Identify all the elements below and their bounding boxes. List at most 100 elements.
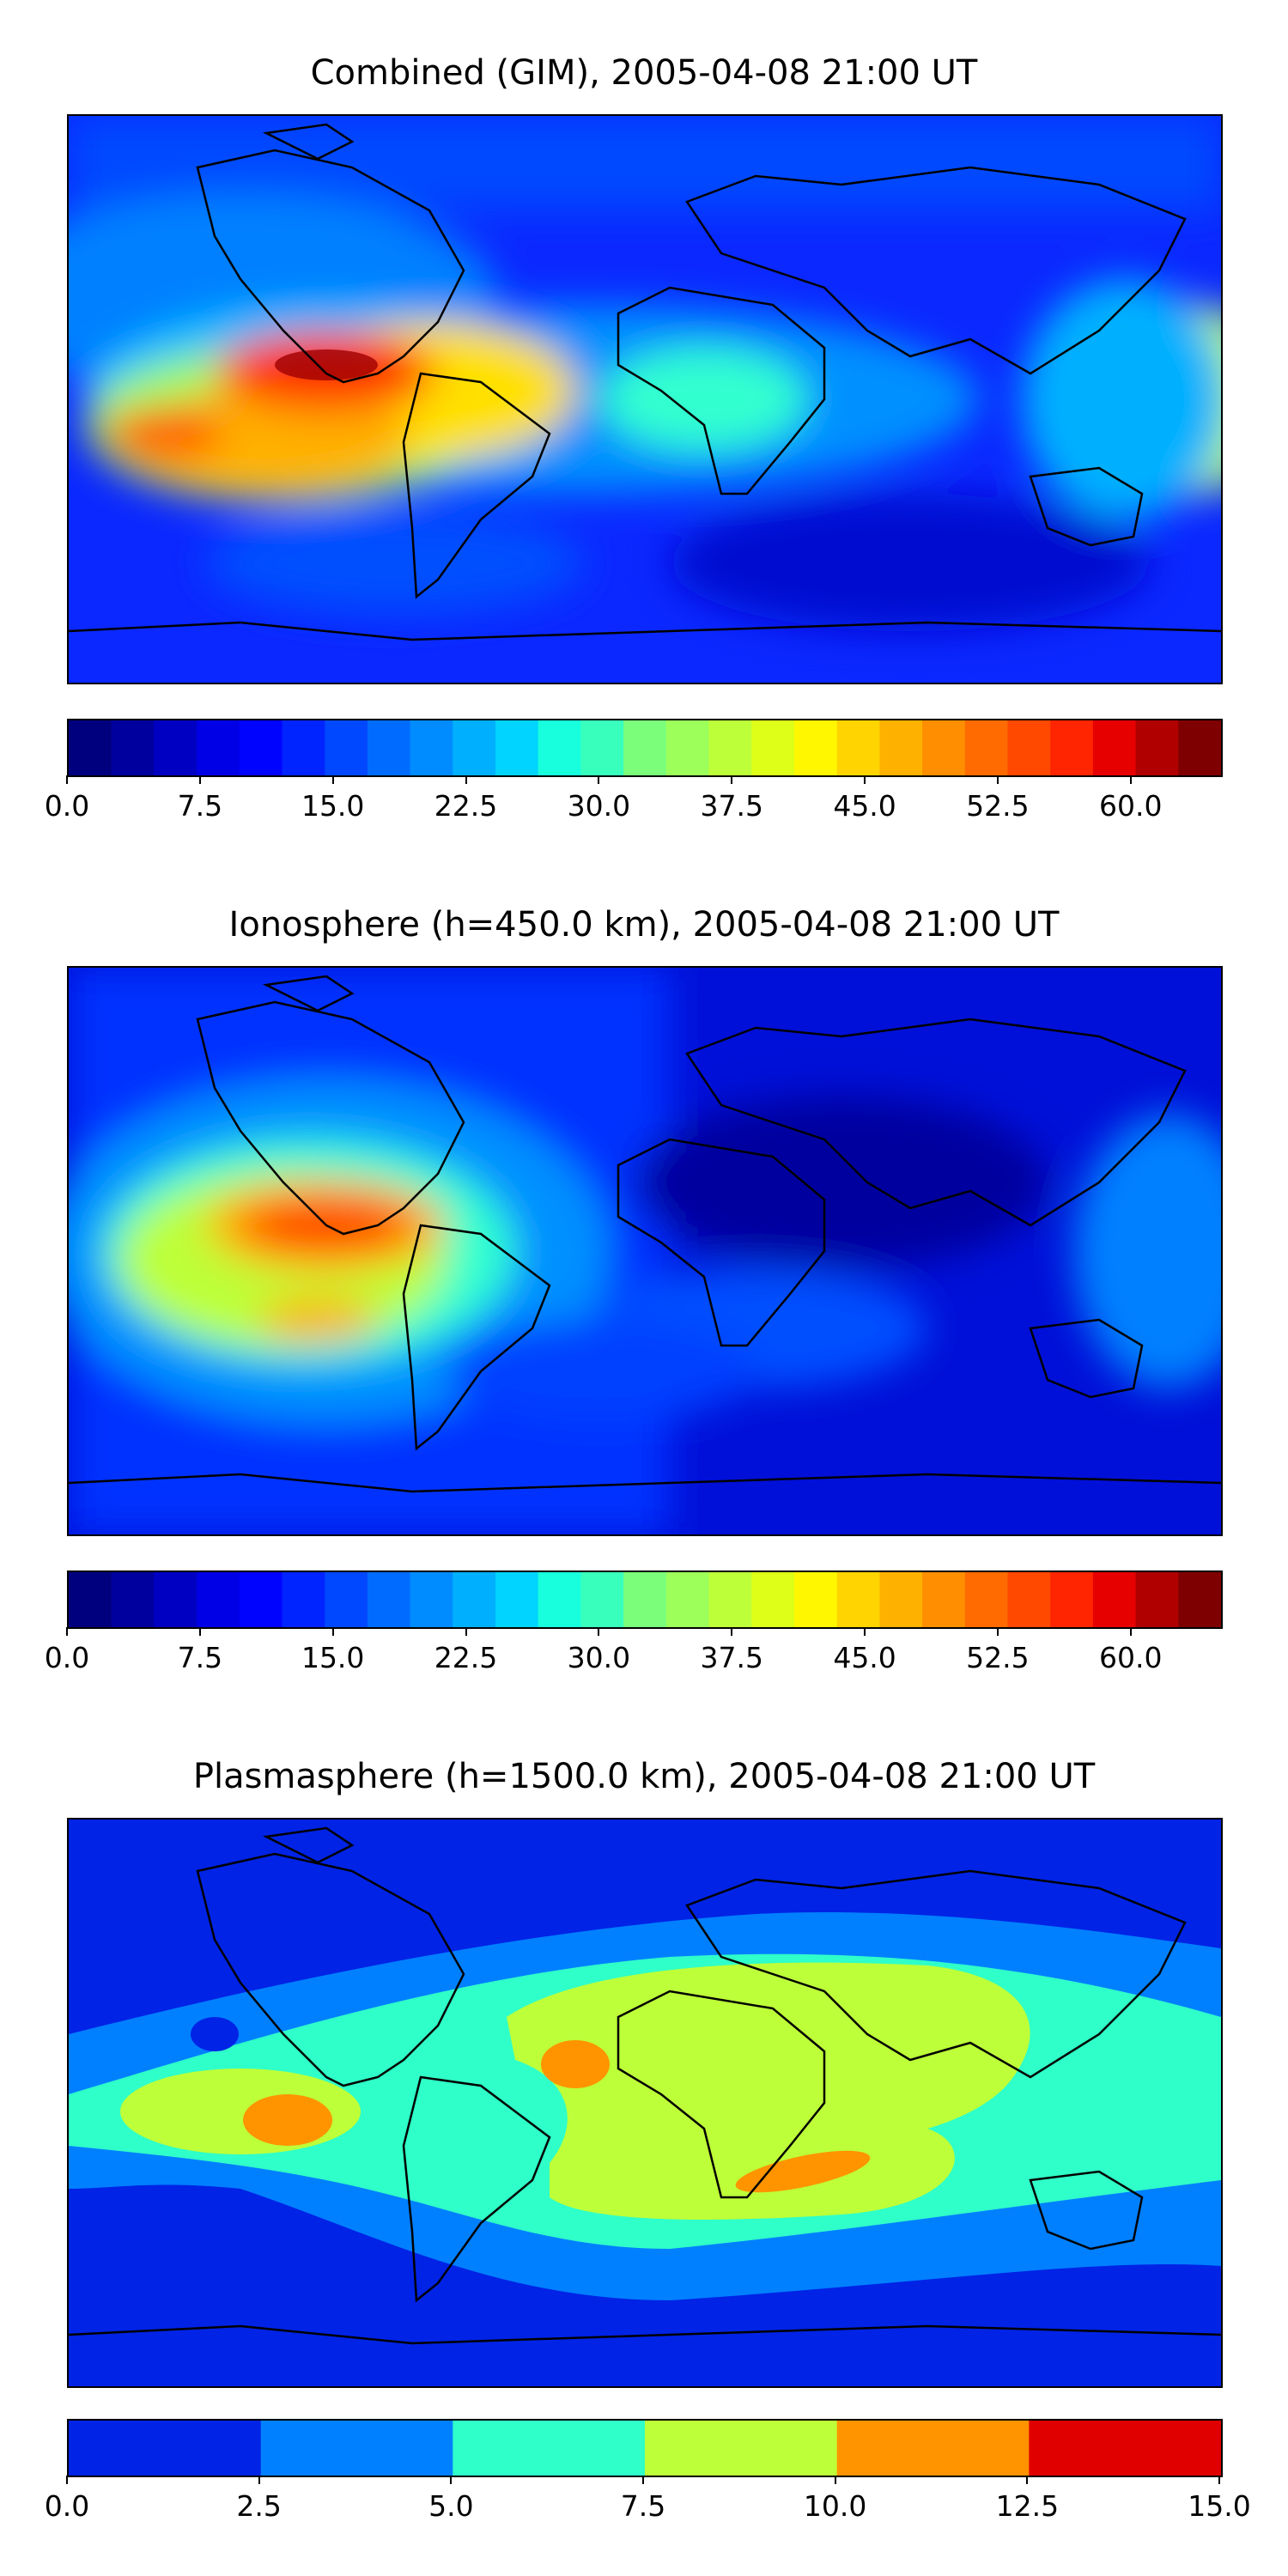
colorbar-swatch <box>645 2421 838 2476</box>
colorbar-swatch <box>154 720 197 775</box>
colorbar-plasmasphere-ticks: 0.0 2.5 5.0 7.5 10.0 12.5 15.0 <box>45 2476 1251 2527</box>
colorbar-swatch <box>282 1572 325 1627</box>
colorbar-tick-mark <box>1218 2476 1220 2484</box>
colorbar-swatch <box>260 2421 453 2476</box>
colorbar-tick-mark <box>465 1627 467 1636</box>
colorbar-tick-label: 7.5 <box>620 2489 666 2523</box>
colorbar-combined-swatches <box>69 720 1221 775</box>
colorbar-combined <box>67 719 1223 777</box>
colorbar-swatch <box>495 720 539 775</box>
colorbar-tick-mark <box>1129 1627 1132 1636</box>
colorbar-swatch <box>197 1572 240 1627</box>
colorbar-swatch <box>495 1572 539 1627</box>
map-plasmasphere <box>67 1818 1223 2388</box>
colorbar-tick-label: 37.5 <box>700 1641 763 1674</box>
colorbar-plasmasphere <box>67 2419 1223 2477</box>
colorbar-swatch <box>1050 720 1094 775</box>
colorbar-swatch <box>623 1572 667 1627</box>
colorbar-swatch <box>836 2421 1030 2476</box>
colorbar-tick-label: 52.5 <box>966 789 1030 823</box>
colorbar-swatch <box>1135 720 1179 775</box>
colorbar-swatch <box>1007 720 1051 775</box>
colorbar-swatch <box>239 1572 283 1627</box>
colorbar-combined-ticks: 0.0 7.5 15.0 22.5 30.0 37.5 45.0 52.5 60.0 <box>45 775 1219 827</box>
colorbar-tick-mark <box>731 775 733 784</box>
colorbar-ionosphere-ticks: 0.0 7.5 15.0 22.5 30.0 37.5 45.0 52.5 60.0 <box>45 1627 1219 1679</box>
colorbar-swatch <box>325 1572 368 1627</box>
colorbar-swatch <box>111 1572 155 1627</box>
colorbar-swatch <box>1092 1572 1137 1627</box>
colorbar-tick-label: 15.0 <box>1188 2489 1251 2523</box>
colorbar-swatch <box>453 720 496 775</box>
colorbar-swatch <box>708 1572 752 1627</box>
coastlines <box>69 1826 1221 2345</box>
colorbar-tick-mark <box>66 1627 68 1636</box>
heatmap-combined <box>69 116 1221 683</box>
colorbar-swatch <box>751 1572 795 1627</box>
colorbar-tick-mark <box>996 775 999 784</box>
colorbar-swatch <box>453 1572 496 1627</box>
colorbar-swatch <box>879 720 923 775</box>
map-ionosphere <box>67 966 1223 1536</box>
colorbar-swatch <box>154 1572 197 1627</box>
colorbar-swatch <box>665 720 710 775</box>
colorbar-swatch <box>922 1572 966 1627</box>
colorbar-swatch <box>1029 2421 1221 2476</box>
colorbar-tick-mark <box>731 1627 733 1636</box>
colorbar-swatch <box>665 1572 710 1627</box>
colorbar-swatch <box>1007 1572 1051 1627</box>
map-combined <box>67 114 1223 684</box>
colorbar-swatch <box>69 1572 112 1627</box>
colorbar-tick-mark <box>1026 2476 1029 2484</box>
colorbar-swatch <box>708 720 752 775</box>
panel-title-plasmasphere: Plasmasphere (h=1500.0 km), 2005-04-08 2… <box>192 1757 1096 1796</box>
colorbar-tick-label: 22.5 <box>434 789 498 823</box>
colorbar-swatch <box>964 1572 1009 1627</box>
colorbar-swatch <box>1050 1572 1094 1627</box>
colorbar-tick-mark <box>450 2476 453 2484</box>
colorbar-swatch <box>69 2421 262 2476</box>
colorbar-swatch <box>793 1572 838 1627</box>
colorbar-tick-mark <box>258 2476 260 2484</box>
colorbar-tick-label: 45.0 <box>833 789 896 823</box>
colorbar-swatch <box>922 720 966 775</box>
colorbar-tick-mark <box>834 2476 836 2484</box>
colorbar-swatch <box>410 720 453 775</box>
colorbar-tick-mark <box>198 1627 201 1636</box>
coastlines <box>69 975 1221 1493</box>
colorbar-tick-label: 22.5 <box>434 1641 498 1674</box>
colorbar-tick-mark <box>1129 775 1132 784</box>
colorbar-tick-label: 0.0 <box>44 789 90 823</box>
colorbar-swatch <box>580 1572 624 1627</box>
colorbar-tick-mark <box>198 775 201 784</box>
colorbar-tick-mark <box>864 1627 866 1636</box>
colorbar-tick-label: 12.5 <box>995 2489 1060 2523</box>
colorbar-tick-mark <box>66 2476 68 2484</box>
colorbar-plasmasphere-swatches <box>69 2421 1221 2476</box>
colorbar-tick-mark <box>331 775 334 784</box>
panel-title-combined: Combined (GIM), 2005-04-08 21:00 UT <box>310 53 978 93</box>
heatmap-plasmasphere <box>69 1820 1221 2386</box>
colorbar-swatch <box>197 720 240 775</box>
colorbar-tick-mark <box>465 775 467 784</box>
colorbar-tick-label: 45.0 <box>833 1641 896 1674</box>
colorbar-tick-label: 7.5 <box>177 1641 223 1674</box>
colorbar-swatch <box>836 1572 880 1627</box>
colorbar-swatch <box>1178 720 1221 775</box>
colorbar-swatch <box>453 2421 646 2476</box>
colorbar-swatch <box>751 720 795 775</box>
panel-title-ionosphere: Ionosphere (h=450.0 km), 2005-04-08 21:0… <box>228 905 1060 945</box>
colorbar-tick-mark <box>598 775 600 784</box>
colorbar-swatch <box>69 720 112 775</box>
colorbar-swatch <box>1092 720 1137 775</box>
colorbar-swatch <box>325 720 368 775</box>
colorbar-swatch <box>111 720 155 775</box>
colorbar-tick-mark <box>996 1627 999 1636</box>
colorbar-swatch <box>623 720 667 775</box>
colorbar-tick-label: 0.0 <box>44 2489 90 2523</box>
colorbar-tick-label: 5.0 <box>428 2489 474 2523</box>
colorbar-swatch <box>1178 1572 1221 1627</box>
colorbar-swatch <box>538 720 582 775</box>
colorbar-swatch <box>1135 1572 1179 1627</box>
colorbar-ionosphere <box>67 1571 1223 1629</box>
